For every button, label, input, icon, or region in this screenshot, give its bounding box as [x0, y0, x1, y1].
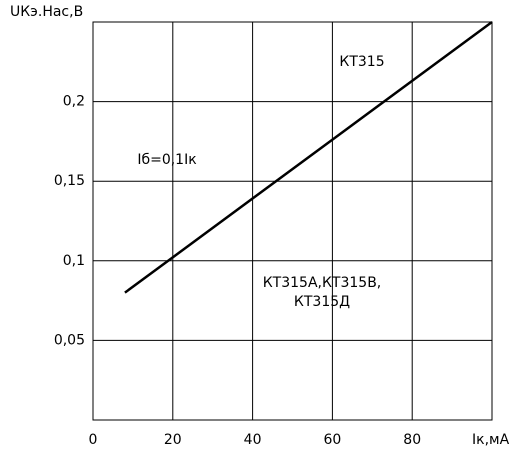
x-axis-label: Iк,мА [472, 432, 510, 448]
annotation: КТ315А,КТ315В, [263, 275, 382, 291]
annotation: Iб=0,1Iк [137, 152, 196, 168]
y-tick-label: 0,1 [63, 253, 85, 269]
plot-frame [92, 21, 493, 421]
x-tick-label: 0 [89, 432, 98, 448]
x-tick-label: 40 [244, 432, 262, 448]
y-tick-label: 0,2 [63, 94, 85, 110]
y-tick-label: 0,15 [54, 173, 85, 189]
x-tick-label: 20 [164, 432, 182, 448]
x-tick-label: 60 [323, 432, 341, 448]
data-line [124, 20, 493, 294]
x-tick-label: 80 [403, 432, 421, 448]
y-tick-label: 0,05 [54, 332, 85, 348]
annotation: КТ315 [339, 54, 384, 70]
annotation: КТ315Д [294, 294, 350, 310]
y-axis-label: UКэ.Нас,В [10, 4, 83, 20]
